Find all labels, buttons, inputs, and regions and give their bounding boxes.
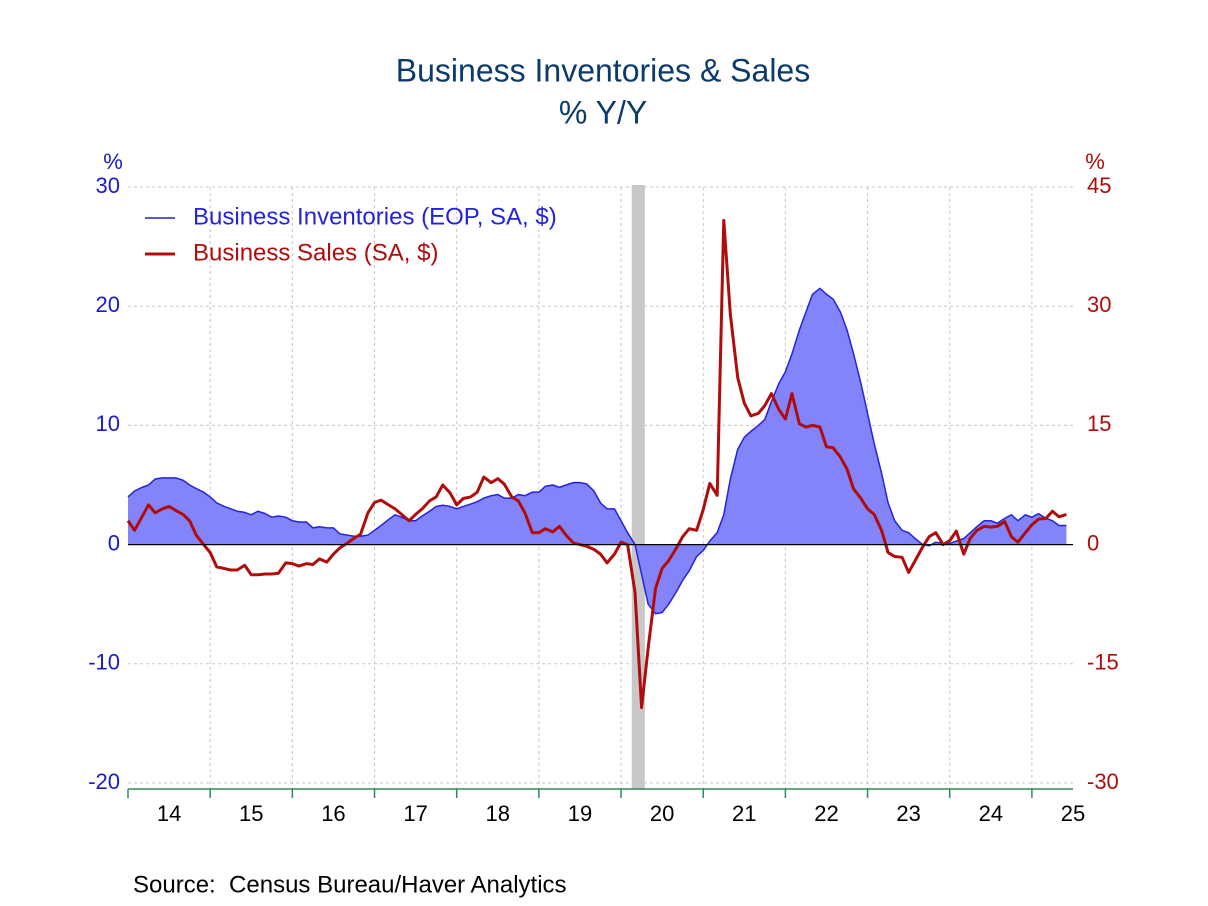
area — [128, 288, 1067, 614]
x-tick-label: 21 — [732, 801, 756, 826]
y2-tick-label: 0 — [1087, 530, 1099, 555]
line — [127, 287, 1067, 615]
x-tick-label: 14 — [157, 801, 181, 826]
y-tick-label: -20 — [88, 769, 120, 794]
y-axis-label: % — [103, 149, 123, 174]
y2-axis-label: % — [1085, 149, 1105, 174]
x-tick-label: 15 — [239, 801, 263, 826]
y2-tick-label: 15 — [1087, 411, 1111, 436]
y-tick-label: 20 — [96, 292, 120, 317]
y2-tick-label: 30 — [1087, 292, 1111, 317]
y2-tick-label: -15 — [1087, 650, 1119, 675]
x-tick-label: 25 — [1061, 801, 1085, 826]
legend-label: Business Inventories (EOP, SA, $) — [193, 203, 557, 230]
x-tick-label: 17 — [403, 801, 427, 826]
x-tick-label: 20 — [650, 801, 674, 826]
y2-tick-label: 45 — [1087, 173, 1111, 198]
x-tick-label: 19 — [568, 801, 592, 826]
y-tick-label: 10 — [96, 411, 120, 436]
chart-title: Business Inventories & Sales — [396, 52, 810, 88]
x-tick-label: 24 — [979, 801, 1003, 826]
x-tick-label: 22 — [814, 801, 838, 826]
legend-label: Business Sales (SA, $) — [193, 239, 438, 266]
y-tick-label: -10 — [88, 650, 120, 675]
y2-tick-label: -30 — [1087, 769, 1119, 794]
recession-band — [631, 185, 645, 789]
line — [126, 218, 1067, 710]
source-note: Source: Census Bureau/Haver Analytics — [133, 871, 567, 898]
x-tick-label: 16 — [321, 801, 345, 826]
y-tick-label: 30 — [96, 173, 120, 198]
x-tick-label: 18 — [486, 801, 510, 826]
y-tick-label: 0 — [108, 530, 120, 555]
chart-subtitle: % Y/Y — [559, 94, 647, 130]
x-tick-label: 23 — [896, 801, 920, 826]
